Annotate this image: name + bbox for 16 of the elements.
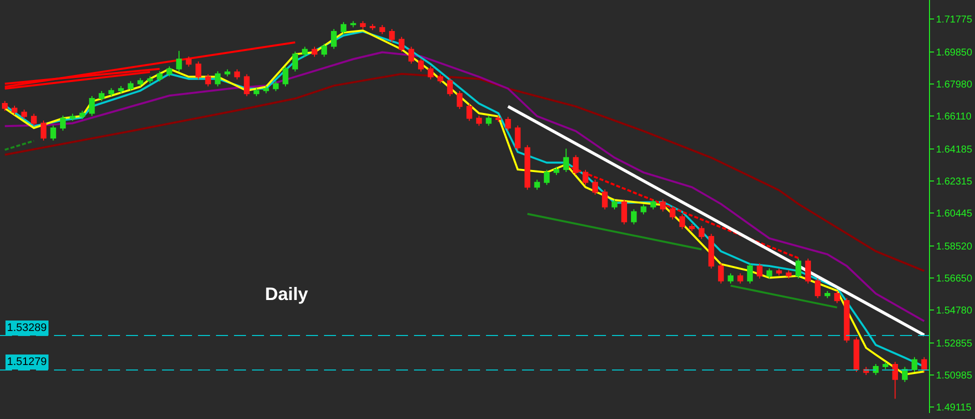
y-tick-label: 1.54780 (936, 306, 973, 317)
y-tick-label: 1.64185 (936, 144, 973, 156)
y-tick-label: 1.58520 (936, 241, 973, 252)
y-tick-label: 1.52855 (936, 338, 973, 350)
annotation: Daily (265, 284, 308, 304)
y-tick-label: 1.66110 (936, 111, 972, 122)
y-tick-label: 1.71775 (936, 14, 973, 26)
y-tick-label: 1.67980 (936, 79, 973, 90)
y-tick-label: 1.62315 (936, 176, 973, 188)
ref-line-label: 1.53289 (7, 322, 47, 334)
y-tick-label: 1.50985 (936, 370, 973, 382)
y-tick-label: 1.60445 (936, 208, 973, 220)
ref-line-label: 1.51279 (7, 356, 47, 368)
y-tick-label: 1.69850 (936, 47, 973, 58)
y-tick-label: 1.49115 (936, 402, 972, 414)
y-tick-label: 1.56650 (936, 273, 973, 284)
